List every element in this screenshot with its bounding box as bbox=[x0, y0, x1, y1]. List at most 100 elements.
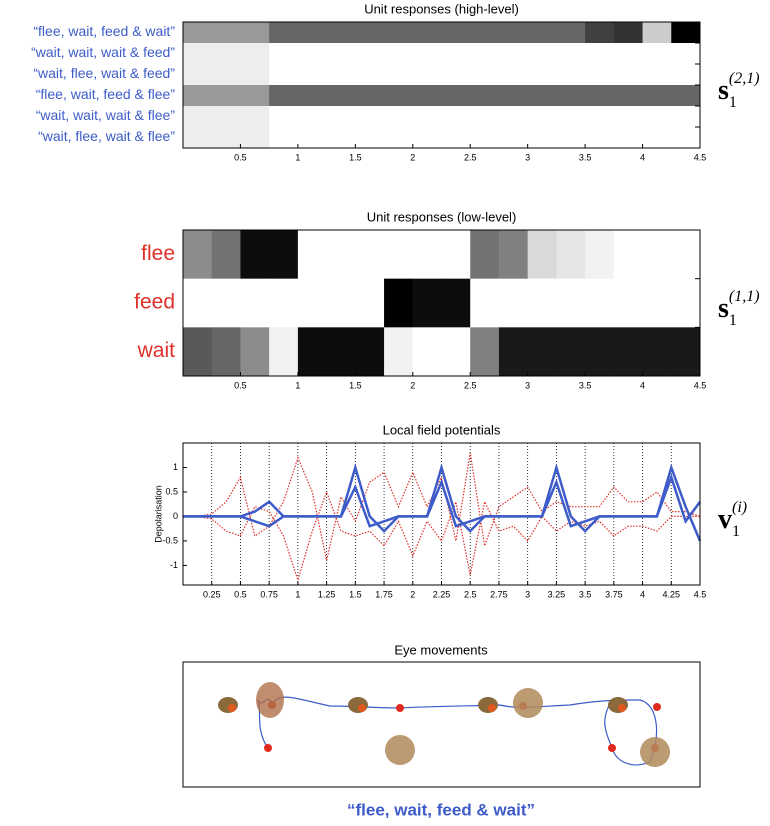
heat-cell bbox=[355, 127, 385, 149]
heat-cell bbox=[470, 43, 500, 65]
heat-cell bbox=[326, 230, 356, 280]
heat-cell bbox=[556, 106, 586, 128]
heat-cell bbox=[355, 327, 385, 377]
heat-cell bbox=[498, 127, 529, 149]
heat-cell bbox=[384, 127, 414, 149]
heat-cell bbox=[355, 22, 385, 44]
math-sup: (i) bbox=[732, 499, 747, 516]
heat-cell bbox=[211, 106, 241, 128]
heat-cell bbox=[498, 85, 529, 107]
row-label: “wait, wait, wait & feed” bbox=[31, 44, 175, 60]
x-tick-label: 4 bbox=[640, 589, 645, 599]
heat-cell bbox=[498, 278, 529, 328]
heat-cell bbox=[498, 327, 529, 377]
heat-cell bbox=[240, 85, 270, 107]
x-tick-label: 1 bbox=[295, 380, 300, 390]
heat-cell bbox=[211, 22, 241, 44]
heat-cell bbox=[384, 85, 414, 107]
heat-cell bbox=[183, 127, 213, 149]
heat-cell bbox=[384, 22, 414, 44]
row-label: flee bbox=[141, 242, 175, 265]
heat-cell bbox=[671, 85, 701, 107]
x-tick-label: 1.75 bbox=[375, 589, 393, 599]
heat-cell bbox=[527, 278, 557, 328]
heat-cell bbox=[498, 106, 529, 128]
heat-cell bbox=[355, 278, 385, 328]
x-tick-label: 3 bbox=[525, 380, 530, 390]
heat-cell bbox=[556, 22, 586, 44]
row-label: “wait, wait, wait & flee” bbox=[36, 107, 176, 123]
heat-cell bbox=[613, 230, 644, 280]
x-tick-label: 0.5 bbox=[234, 589, 247, 599]
x-tick-label: 1.25 bbox=[318, 589, 336, 599]
x-tick-label: 2.25 bbox=[433, 589, 451, 599]
math-label: v1 (i) bbox=[718, 499, 747, 540]
plot-frame bbox=[182, 21, 701, 149]
heat-cell bbox=[211, 43, 241, 65]
heat-cell bbox=[671, 43, 701, 65]
heat-cell bbox=[412, 127, 442, 149]
heat-cell bbox=[412, 327, 442, 377]
heat-cell bbox=[556, 64, 586, 86]
heat-cell bbox=[183, 327, 213, 377]
heat-cell bbox=[585, 327, 615, 377]
heat-cell bbox=[441, 127, 471, 149]
heat-cell bbox=[240, 64, 270, 86]
heat-cell bbox=[556, 278, 586, 328]
heat-cell bbox=[585, 85, 615, 107]
x-tick-label: 2 bbox=[410, 152, 415, 162]
heat-cell bbox=[441, 230, 471, 280]
heat-cell bbox=[556, 43, 586, 65]
heat-cell bbox=[269, 127, 299, 149]
x-tick-label: 3.5 bbox=[579, 152, 592, 162]
heat-cell bbox=[269, 106, 299, 128]
heat-cell bbox=[384, 64, 414, 86]
heat-cell bbox=[642, 85, 672, 107]
heat-cell bbox=[297, 43, 328, 65]
heat-cell bbox=[211, 278, 241, 328]
heat-cell bbox=[585, 278, 615, 328]
heat-cell bbox=[441, 278, 471, 328]
math-sup: (1,1) bbox=[729, 288, 760, 305]
row-label: “flee, wait, feed & wait” bbox=[33, 23, 175, 39]
x-tick-label: 3.25 bbox=[548, 589, 566, 599]
x-tick-label: 2 bbox=[410, 589, 415, 599]
heat-cell bbox=[326, 22, 356, 44]
heat-cell bbox=[412, 22, 442, 44]
heat-cell bbox=[240, 278, 270, 328]
heat-cell bbox=[671, 64, 701, 86]
heat-cell bbox=[211, 327, 241, 377]
heat-cell bbox=[183, 278, 213, 328]
heat-cell bbox=[470, 230, 500, 280]
heat-cell bbox=[240, 106, 270, 128]
plot-frame bbox=[182, 229, 701, 377]
pictures bbox=[218, 682, 670, 767]
heat-cell bbox=[297, 127, 328, 149]
heat-cell bbox=[183, 106, 213, 128]
heat-cell bbox=[183, 230, 213, 280]
heat-cell bbox=[297, 278, 328, 328]
x-tick-label: 2 bbox=[410, 380, 415, 390]
x-tick-label: 4.5 bbox=[694, 152, 707, 162]
y-tick-label: 0 bbox=[173, 511, 178, 521]
heat-cell bbox=[671, 127, 701, 149]
row-label: feed bbox=[134, 291, 175, 314]
heat-cell bbox=[355, 230, 385, 280]
heat-cell bbox=[384, 230, 414, 280]
heat-cell bbox=[470, 22, 500, 44]
heat-cell bbox=[671, 230, 701, 280]
heat-cell bbox=[613, 278, 644, 328]
heat-cell bbox=[671, 278, 701, 328]
heat-cell bbox=[326, 327, 356, 377]
x-tick-label: 3.75 bbox=[605, 589, 623, 599]
heat-cell bbox=[297, 64, 328, 86]
heat-cell bbox=[441, 64, 471, 86]
x-tick-label: 2.5 bbox=[464, 589, 477, 599]
x-tick-label: 4 bbox=[640, 152, 645, 162]
x-tick-label: 4.5 bbox=[694, 589, 707, 599]
heat-cell bbox=[355, 43, 385, 65]
heat-cell bbox=[470, 64, 500, 86]
heat-cell bbox=[269, 230, 299, 280]
heat-cell bbox=[355, 64, 385, 86]
